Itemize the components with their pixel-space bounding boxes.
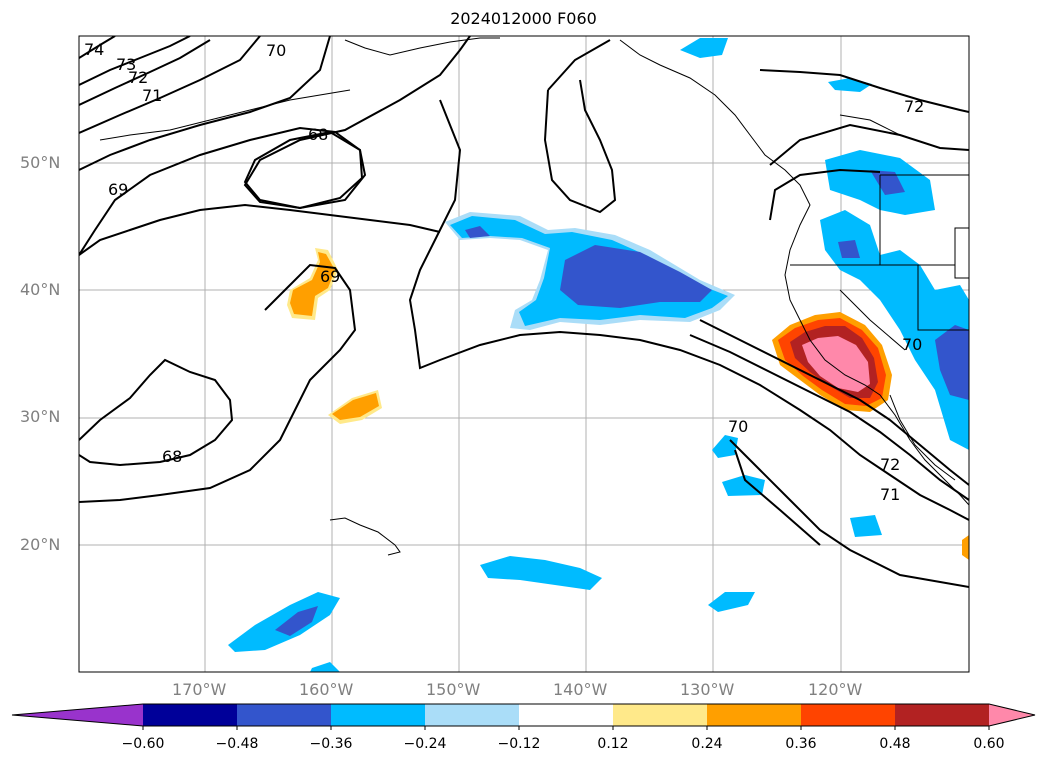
contour-label: 71 [880, 485, 900, 504]
contour-69 [79, 36, 471, 256]
negative-anomaly-region [820, 210, 969, 450]
colorbar-swatch [143, 704, 238, 726]
coastline-hawaii [329, 517, 401, 556]
lon-label-170w: 170°W [172, 680, 227, 699]
negative-anomaly-region [480, 556, 602, 590]
state-border [954, 227, 969, 279]
contour-74 [79, 36, 116, 59]
contour-69c [79, 263, 357, 503]
contour-label: 70 [266, 41, 286, 60]
graticule [79, 36, 969, 672]
state-border [917, 265, 969, 331]
contour-label: 72 [880, 455, 900, 474]
contour-label-group: 74 73 72 71 70 68 69 69 68 72 72 71 70 7… [84, 40, 924, 504]
contour-label: 72 [128, 68, 148, 87]
contour-70b [408, 99, 969, 521]
coastline-alaska [344, 37, 500, 56]
contour-72d [689, 334, 969, 501]
lon-label-130w: 130°W [680, 680, 735, 699]
negative-anomaly-region [310, 662, 340, 672]
colorbar-swatch [237, 704, 332, 726]
coastline-aleutians [99, 89, 351, 141]
contour-70e [729, 439, 969, 588]
colorbar-tick-label: −0.36 [309, 736, 353, 752]
contour-68b [79, 358, 234, 467]
negative-anomaly-region [275, 606, 318, 636]
contour-label: 70 [728, 417, 748, 436]
contour-71d [734, 449, 821, 546]
contour-label: 68 [308, 125, 328, 144]
map-title: 2024012000 F060 [450, 9, 597, 28]
lon-label-160w: 160°W [299, 680, 354, 699]
negative-anomaly-region [560, 245, 712, 308]
contour-label: 73 [116, 55, 136, 74]
negative-anomaly-region [228, 592, 340, 652]
colorbar-tick-label: 0.24 [691, 736, 723, 752]
colorbar-tick-label: 0.12 [597, 736, 629, 752]
contour-label: 69 [320, 267, 340, 286]
negative-anomaly-region [850, 515, 882, 537]
negative-anomaly-region [465, 226, 490, 238]
contour-71b [769, 168, 881, 221]
contour-72b [759, 69, 969, 113]
contour-label: 74 [84, 40, 104, 59]
contour-72c [769, 123, 969, 166]
lon-label-120w: 120°W [808, 680, 863, 699]
negative-anomaly-region [680, 38, 728, 58]
colorbar-extension-high [989, 704, 1035, 726]
colorbar-swatch [331, 704, 426, 726]
colorbar-tick-label: −0.60 [121, 736, 165, 752]
contour-71 [79, 36, 261, 134]
negative-anomaly-region [838, 240, 860, 258]
colorbar-swatch [895, 704, 990, 726]
contour-label: 69 [108, 180, 128, 199]
contour-72 [79, 39, 211, 106]
colorbar-swatch [613, 704, 708, 726]
contour-label: 70 [902, 335, 922, 354]
contour-lines [79, 36, 969, 588]
colorbar-extension-low [12, 704, 143, 726]
filled-field [228, 38, 969, 672]
positive-anomaly-region [290, 252, 335, 316]
lon-label-150w: 150°W [426, 680, 481, 699]
colorbar-swatch [425, 704, 520, 726]
lat-label-30n: 30°N [20, 407, 61, 426]
colorbar-tick-label: −0.12 [497, 736, 541, 752]
lat-label-40n: 40°N [20, 280, 61, 299]
state-border [839, 289, 906, 351]
contour-label: 72 [904, 97, 924, 116]
contour-label: 71 [142, 86, 162, 105]
colorbar-tick-label: −0.48 [215, 736, 259, 752]
contour-69b [79, 203, 441, 256]
contour-70c [547, 39, 611, 91]
contour-label: 68 [162, 447, 182, 466]
lon-label-140w: 140°W [553, 680, 608, 699]
contour-68 [243, 130, 367, 210]
contour-73 [79, 36, 191, 86]
positive-anomaly-region [962, 535, 969, 560]
colorbar-swatch [801, 704, 896, 726]
colorbar-tick-label: 0.36 [785, 736, 817, 752]
colorbar-tick-label: 0.60 [973, 736, 1005, 752]
positive-anomaly-region [802, 336, 870, 392]
colorbar-tick-label: 0.48 [879, 736, 911, 752]
negative-anomaly-region [708, 592, 755, 612]
positive-anomaly-region [332, 393, 379, 420]
colorbar-swatch [519, 704, 614, 726]
colorbar [11, 703, 1036, 730]
lat-label-20n: 20°N [20, 535, 61, 554]
colorbar-swatch [707, 704, 802, 726]
negative-anomaly-region [870, 170, 905, 195]
negative-anomaly-region [722, 475, 765, 496]
negative-anomaly-region [935, 325, 969, 400]
lat-label-50n: 50°N [20, 153, 61, 172]
colorbar-tick-label: −0.24 [403, 736, 447, 752]
contour-70d [543, 79, 617, 214]
contour-70 [79, 36, 331, 171]
map-frame [78, 35, 970, 673]
contour-71c [699, 319, 969, 486]
coastline-baja [889, 394, 956, 481]
